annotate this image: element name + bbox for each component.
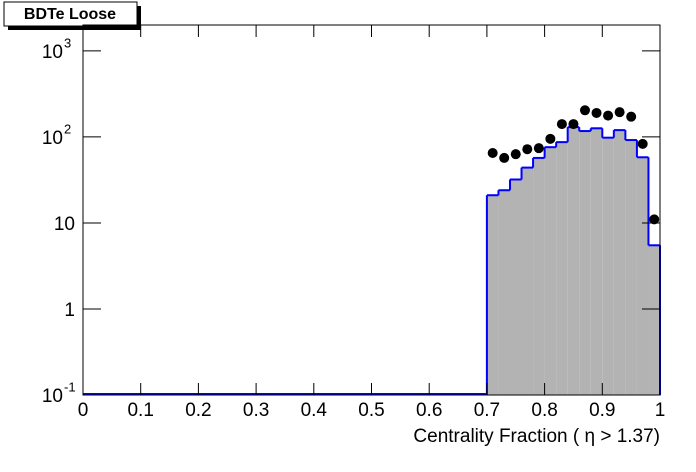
title-box	[3, 1, 138, 27]
y-tick-exponent: 2	[64, 121, 71, 136]
histogram-bar	[509, 179, 522, 395]
x-tick-label: 0.3	[243, 400, 269, 421]
histogram-bar	[556, 142, 568, 395]
data-point	[499, 152, 510, 163]
y-tick-label: 10	[54, 214, 75, 235]
data-point	[626, 111, 637, 122]
data-point	[614, 107, 625, 118]
data-point	[487, 148, 498, 159]
y-tick-label: 10	[42, 128, 63, 149]
y-tick-base: 10	[42, 386, 63, 407]
y-tick-exponent: -1	[64, 379, 76, 394]
chart-title: BDTe Loose	[24, 6, 116, 23]
histogram-bar	[486, 195, 499, 395]
histogram-bar	[498, 190, 510, 395]
data-point	[579, 105, 590, 116]
histogram-bar	[567, 127, 580, 395]
histogram-bar	[648, 245, 660, 395]
x-tick-label: 0.6	[416, 400, 442, 421]
data-point	[522, 144, 533, 155]
y-tick-exponent: 3	[64, 35, 71, 50]
x-tick-label: 0.7	[474, 400, 500, 421]
data-point	[637, 138, 648, 149]
data-point	[568, 119, 579, 130]
histogram-bar	[636, 157, 649, 395]
data-point	[649, 214, 660, 225]
y-tick-label: 1	[64, 300, 75, 321]
data-point	[556, 119, 567, 130]
x-tick-label: 0.9	[589, 400, 615, 421]
histogram-bar	[544, 147, 557, 395]
y-tick-label: 10	[42, 386, 63, 407]
data-point	[591, 107, 602, 118]
histogram-bar	[521, 167, 534, 395]
x-axis-label: Centrality Fraction ( η > 1.37)	[413, 426, 660, 447]
x-tick-label: 0.8	[531, 400, 557, 421]
x-tick-label: 0.1	[127, 400, 153, 421]
x-tick-label: 0.4	[301, 400, 328, 421]
data-point	[603, 110, 614, 121]
x-tick-label: 1	[655, 400, 666, 421]
histogram-bar	[590, 128, 603, 395]
data-point	[510, 149, 521, 160]
histogram-bar	[625, 140, 637, 395]
y-tick-label: 10	[42, 42, 63, 63]
data-point	[545, 133, 556, 144]
histogram-bar	[579, 131, 591, 396]
x-tick-label: 0.5	[358, 400, 384, 421]
data-point	[533, 143, 544, 154]
y-tick-base: 10	[42, 42, 63, 63]
histogram-bar	[533, 157, 545, 395]
y-tick-base: 10	[42, 128, 63, 149]
histogram-bar	[613, 130, 626, 395]
histogram-bar	[602, 137, 614, 395]
x-tick-label: 0	[78, 400, 89, 421]
x-tick-label: 0.2	[185, 400, 211, 421]
